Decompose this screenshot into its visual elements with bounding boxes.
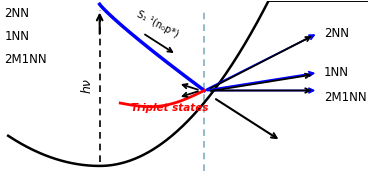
Text: 2M1NN: 2M1NN [324, 91, 366, 104]
Text: 2M1NN: 2M1NN [5, 53, 47, 66]
Text: 1NN: 1NN [5, 30, 29, 43]
Text: Triplet states: Triplet states [132, 104, 209, 113]
Text: 2NN: 2NN [5, 7, 29, 20]
Text: hν: hν [80, 78, 93, 92]
Text: S₁ ¹(n₀p*): S₁ ¹(n₀p*) [135, 9, 180, 39]
Text: 2NN: 2NN [324, 27, 349, 39]
Text: 1NN: 1NN [324, 66, 349, 79]
